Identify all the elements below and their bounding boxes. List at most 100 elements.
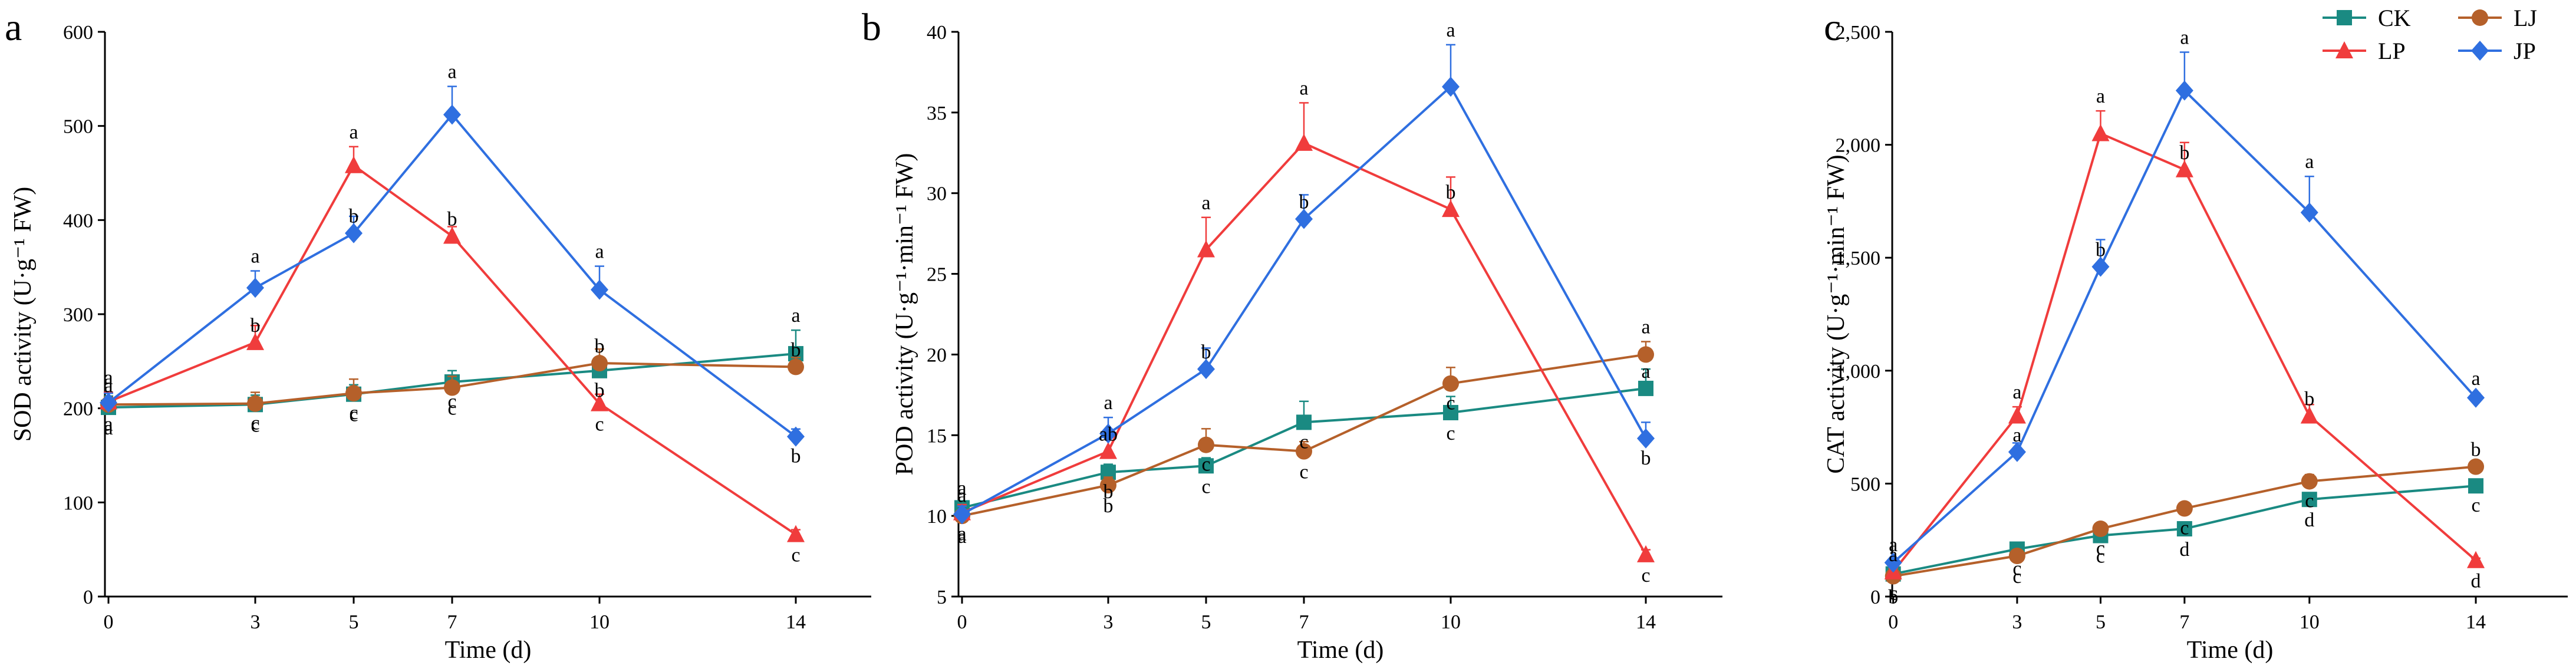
significance-letter: c <box>791 545 800 566</box>
series-line <box>108 362 796 406</box>
significance-letter: c <box>1299 431 1308 453</box>
panel-a: 0 100 200 300 400 500 600 0 3 5 7 10 14 Time (d) SOD a… <box>5 6 871 664</box>
significance-letter: b <box>251 315 261 337</box>
data-point <box>1637 428 1655 449</box>
data-point <box>345 223 363 243</box>
data-point <box>2008 406 2026 424</box>
significance-letter: b <box>791 446 801 467</box>
significance-letter: b <box>447 208 457 230</box>
y-tick-label: 1,000 <box>1836 361 1881 383</box>
y-tick-label: 300 <box>63 304 93 326</box>
significance-letter: c <box>1201 476 1210 498</box>
significance-letter: ab <box>1099 424 1118 446</box>
significance-letter: c <box>2012 566 2021 588</box>
series-line <box>1893 465 2476 578</box>
legend-label: LJ <box>2514 5 2537 31</box>
y-tick-label: 5 <box>937 587 947 608</box>
y-tick-label: 20 <box>927 344 947 366</box>
significance-letter: c <box>447 391 456 413</box>
significance-letter: a <box>2012 424 2021 446</box>
y-tick-label: 10 <box>927 506 947 528</box>
significance-letter: c <box>2012 558 2021 580</box>
data-point <box>788 358 804 375</box>
significance-letter: a <box>104 413 113 435</box>
series-line <box>107 113 797 438</box>
x-tick-label: 3 <box>1103 611 1114 633</box>
significance-letter: c <box>1446 393 1455 414</box>
data-point <box>591 355 608 372</box>
significance-letter: c <box>251 414 259 436</box>
data-point <box>1295 133 1313 151</box>
legend-item-CK: CK <box>2323 5 2411 31</box>
significance-letter: d <box>2304 509 2314 531</box>
series-line <box>1892 131 2477 573</box>
data-point <box>787 426 805 447</box>
significance-letter: b <box>349 206 359 228</box>
legend-label: LP <box>2378 38 2406 64</box>
data-point <box>2301 492 2317 508</box>
y-tick-label: 40 <box>927 22 947 44</box>
data-point <box>787 525 805 542</box>
data-point <box>443 226 461 244</box>
significance-letter: c <box>1446 423 1455 444</box>
series-LP <box>1884 110 2485 579</box>
significance-letter: a <box>1201 192 1210 214</box>
legend-marker <box>2337 10 2352 25</box>
significance-letter: a <box>957 526 966 548</box>
panel-c: 0 500 1,000 1,500 2,000 2,500 0 3 5 7 10 14 Time (d)… <box>1823 6 2568 664</box>
data-point <box>345 156 363 173</box>
significance-letter: c <box>1299 462 1308 483</box>
significance-letter: a <box>2096 85 2105 107</box>
data-point <box>1637 545 1655 562</box>
legend: CK LJ LP JP <box>2323 5 2537 64</box>
significance-letter: a <box>104 417 113 439</box>
significance-letter: a <box>957 485 966 507</box>
significance-letter: c <box>349 402 358 424</box>
data-point <box>2468 478 2484 494</box>
data-point <box>2008 442 2026 462</box>
data-point <box>246 278 264 298</box>
series-line <box>961 141 1647 555</box>
series-LP <box>100 146 805 542</box>
series-line <box>108 163 797 536</box>
y-tick-label: 500 <box>63 116 93 138</box>
x-tick-label: 5 <box>2096 611 2106 633</box>
legend-label: CK <box>2378 5 2411 31</box>
significance-letter: d <box>2471 571 2481 592</box>
significance-letter: a <box>1889 544 1898 566</box>
significance-letter: a <box>595 241 604 263</box>
significance-letter: a <box>349 121 358 143</box>
significance-letter: c <box>251 413 259 434</box>
significance-letter: b <box>1641 447 1651 469</box>
significance-letter: c <box>2305 490 2314 512</box>
data-point <box>247 395 263 412</box>
series-line <box>961 84 1647 516</box>
x-tick-label: 14 <box>786 611 806 633</box>
data-point <box>246 332 264 350</box>
significance-letter: b <box>2096 239 2106 261</box>
significance-letter: c <box>595 414 604 436</box>
data-point <box>1198 436 1214 453</box>
data-point <box>1100 477 1116 494</box>
y-tick-label: 25 <box>927 264 947 286</box>
data-point <box>345 385 362 402</box>
x-tick-label: 10 <box>2300 611 2320 633</box>
y-tick-label: 100 <box>63 492 93 514</box>
significance-letter: c <box>2096 546 2105 568</box>
significance-letter: a <box>1446 19 1455 41</box>
y-tick-label: 35 <box>927 103 947 124</box>
data-point <box>1296 443 1312 460</box>
data-point <box>1884 552 1902 573</box>
significance-letter: a <box>1299 77 1308 99</box>
data-point <box>444 379 460 396</box>
x-tick-label: 7 <box>1299 611 1309 633</box>
x-tick-label: 10 <box>589 611 610 633</box>
y-tick-label: 500 <box>1850 473 1880 495</box>
x-tick-label: 7 <box>2179 611 2189 633</box>
data-point <box>1638 380 1653 396</box>
significance-letter: a <box>2012 381 2021 403</box>
x-tick-label: 5 <box>1201 611 1211 633</box>
series-line <box>961 387 1646 509</box>
significance-letter: a <box>791 305 800 327</box>
